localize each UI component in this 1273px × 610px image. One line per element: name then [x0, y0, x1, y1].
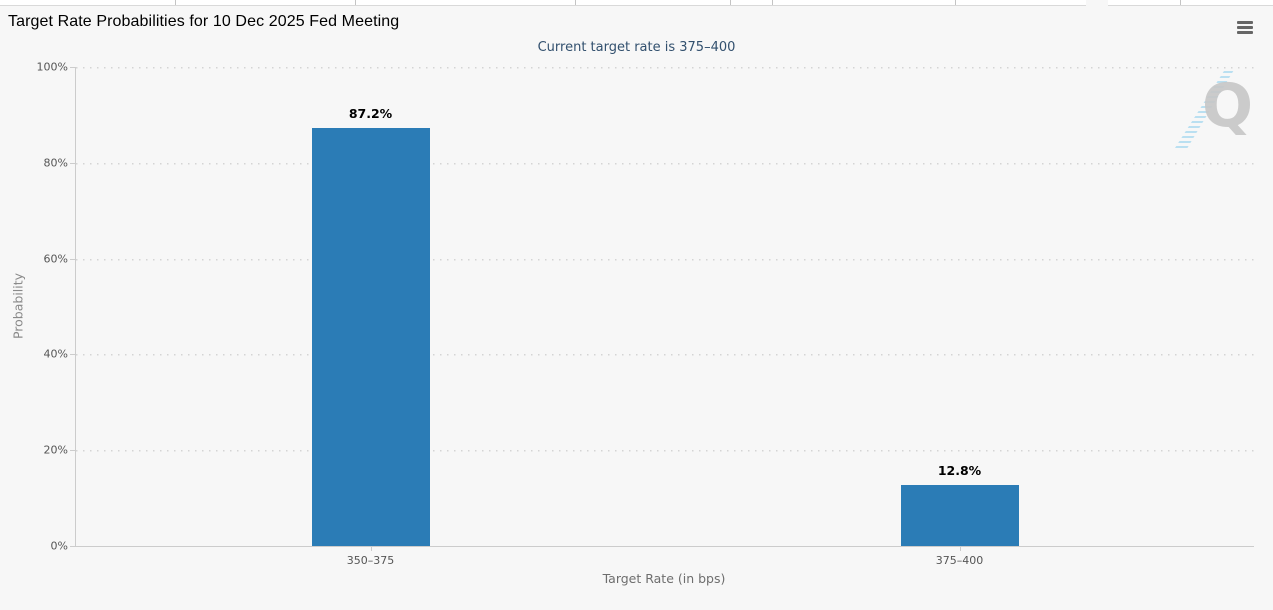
gridline [76, 354, 1254, 357]
y-axis-tick [70, 546, 76, 547]
y-axis-tick [70, 67, 76, 68]
x-axis-title: Target Rate (in bps) [602, 571, 726, 586]
menu-bar [1237, 30, 1253, 34]
bar-value-label: 87.2% [348, 106, 393, 122]
bar-375–400[interactable] [900, 484, 1019, 546]
tab-divider [575, 0, 576, 5]
tab-divider [175, 0, 176, 5]
y-tick-label: 60% [43, 252, 68, 266]
chart-title: Target Rate Probabilities for 10 Dec 202… [8, 13, 400, 30]
tab-divider [730, 0, 731, 5]
bar-350–375[interactable] [311, 128, 430, 546]
y-axis-tick [70, 162, 76, 164]
x-axis-tick [370, 546, 372, 551]
plot-area: 87.2% 350–375 12.8% 375–400 [70, 67, 1254, 567]
y-axis-tick-labels: 0% 20% 40% 60% 80% 100% [0, 61, 75, 553]
gridline [76, 258, 1254, 261]
x-category-label: 350–375 [346, 554, 395, 567]
y-axis-title: Probability [10, 272, 26, 340]
y-axis-tick [70, 354, 76, 356]
gridline [76, 162, 1254, 165]
tab-strip-left-group[interactable] [0, 0, 1086, 6]
y-tick-label: 80% [43, 156, 68, 170]
y-tick-label: 40% [43, 347, 68, 361]
bar-value-label: 12.8% [937, 462, 982, 478]
gridline [76, 450, 1254, 453]
chart-subtitle: Current target rate is 375–400 [537, 40, 736, 55]
y-tick-label: 0% [50, 539, 68, 553]
gridline [76, 67, 1254, 69]
x-category-label: 375–400 [935, 554, 984, 567]
tab-strip-right-group[interactable] [1108, 0, 1273, 6]
tab-divider [355, 0, 356, 5]
menu-bar [1237, 25, 1253, 29]
y-axis-tick [70, 450, 76, 452]
x-axis-tick [959, 546, 961, 551]
menu-bar [1237, 20, 1253, 24]
tab-divider [955, 0, 956, 5]
y-axis-tick [70, 258, 76, 260]
tab-divider [772, 0, 773, 5]
hamburger-menu-icon[interactable] [1233, 17, 1257, 37]
y-tick-label: 20% [43, 443, 68, 457]
y-tick-label: 100% [36, 60, 68, 74]
tab-divider [1180, 0, 1181, 5]
